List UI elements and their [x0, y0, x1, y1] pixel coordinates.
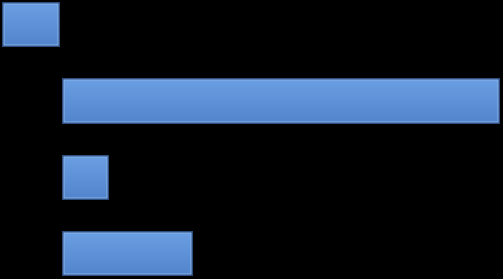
block: [62, 155, 109, 200]
block: [62, 78, 500, 124]
block-face: [63, 79, 499, 123]
block-face: [3, 3, 59, 46]
block-face: [63, 156, 108, 199]
block-face: [63, 232, 192, 275]
block: [2, 2, 60, 47]
block: [62, 231, 193, 276]
